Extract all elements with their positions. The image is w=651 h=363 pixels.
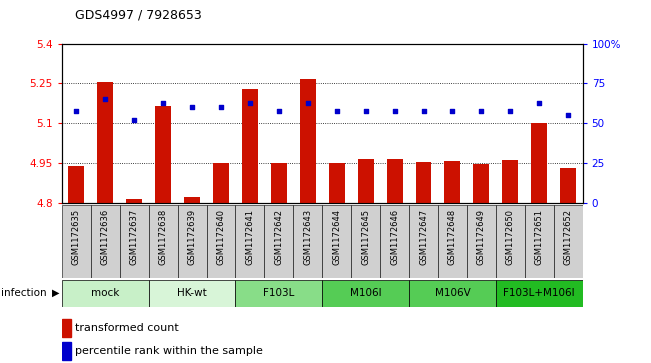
Text: GSM1172635: GSM1172635 <box>72 209 81 265</box>
Point <box>129 117 139 123</box>
Bar <box>242 89 258 203</box>
Point <box>361 108 371 114</box>
Bar <box>155 106 171 203</box>
Point <box>389 108 400 114</box>
Bar <box>62 280 148 307</box>
Text: GSM1172652: GSM1172652 <box>564 209 573 265</box>
Text: GSM1172640: GSM1172640 <box>217 209 225 265</box>
Bar <box>236 280 322 307</box>
Bar <box>264 205 294 278</box>
Point <box>71 108 81 114</box>
Text: GSM1172644: GSM1172644 <box>332 209 341 265</box>
Point <box>245 100 255 106</box>
Bar <box>322 280 409 307</box>
Bar <box>62 205 90 278</box>
Bar <box>503 160 518 203</box>
Point <box>563 113 574 118</box>
Bar <box>496 280 583 307</box>
Bar <box>409 205 438 278</box>
Text: GSM1172638: GSM1172638 <box>159 209 167 265</box>
Bar <box>148 280 236 307</box>
Text: infection: infection <box>1 288 46 298</box>
Point <box>505 108 516 114</box>
Point <box>476 108 486 114</box>
Bar <box>525 205 554 278</box>
Point <box>534 100 544 106</box>
Bar <box>380 205 409 278</box>
Point <box>187 105 197 110</box>
Text: GSM1172650: GSM1172650 <box>506 209 515 265</box>
Text: GSM1172649: GSM1172649 <box>477 209 486 265</box>
Bar <box>438 205 467 278</box>
Bar <box>271 163 287 203</box>
Bar <box>294 205 322 278</box>
Text: GSM1172639: GSM1172639 <box>187 209 197 265</box>
Bar <box>62 342 71 360</box>
Point <box>100 97 111 102</box>
Point <box>158 100 169 106</box>
Bar <box>445 162 460 203</box>
Bar <box>415 162 432 203</box>
Bar <box>236 205 264 278</box>
Point <box>303 100 313 106</box>
Text: GSM1172651: GSM1172651 <box>534 209 544 265</box>
Text: transformed count: transformed count <box>75 323 178 333</box>
Text: GSM1172646: GSM1172646 <box>390 209 399 265</box>
Text: M106V: M106V <box>435 288 470 298</box>
Text: GSM1172641: GSM1172641 <box>245 209 255 265</box>
Point <box>215 105 226 110</box>
Bar <box>329 163 344 203</box>
Bar <box>531 123 547 203</box>
Bar <box>148 205 178 278</box>
Bar <box>496 205 525 278</box>
Text: GSM1172642: GSM1172642 <box>274 209 283 265</box>
Point <box>273 108 284 114</box>
Text: F103L+M106I: F103L+M106I <box>503 288 575 298</box>
Text: ▶: ▶ <box>52 288 60 298</box>
Bar <box>387 159 402 203</box>
Bar <box>68 166 84 203</box>
Bar <box>351 205 380 278</box>
Bar <box>409 280 496 307</box>
Text: GSM1172647: GSM1172647 <box>419 209 428 265</box>
Bar <box>473 164 490 203</box>
Text: mock: mock <box>91 288 119 298</box>
Bar <box>178 205 206 278</box>
Bar <box>90 205 120 278</box>
Text: percentile rank within the sample: percentile rank within the sample <box>75 346 263 356</box>
Text: GSM1172648: GSM1172648 <box>448 209 457 265</box>
Bar <box>184 197 200 203</box>
Text: GSM1172636: GSM1172636 <box>101 209 110 265</box>
Point <box>419 108 429 114</box>
Bar <box>213 163 229 203</box>
Text: HK-wt: HK-wt <box>177 288 207 298</box>
Bar <box>561 168 576 203</box>
Bar <box>206 205 236 278</box>
Bar <box>126 199 142 203</box>
Bar <box>322 205 351 278</box>
Bar <box>554 205 583 278</box>
Point <box>447 108 458 114</box>
Text: GSM1172637: GSM1172637 <box>130 209 139 265</box>
Point <box>331 108 342 114</box>
Text: GSM1172643: GSM1172643 <box>303 209 312 265</box>
Text: F103L: F103L <box>263 288 294 298</box>
Text: M106I: M106I <box>350 288 381 298</box>
Bar <box>62 319 71 337</box>
Bar <box>97 82 113 203</box>
Bar <box>120 205 148 278</box>
Text: GSM1172645: GSM1172645 <box>361 209 370 265</box>
Bar <box>467 205 496 278</box>
Text: GDS4997 / 7928653: GDS4997 / 7928653 <box>75 9 202 22</box>
Bar <box>357 159 374 203</box>
Bar <box>300 79 316 203</box>
